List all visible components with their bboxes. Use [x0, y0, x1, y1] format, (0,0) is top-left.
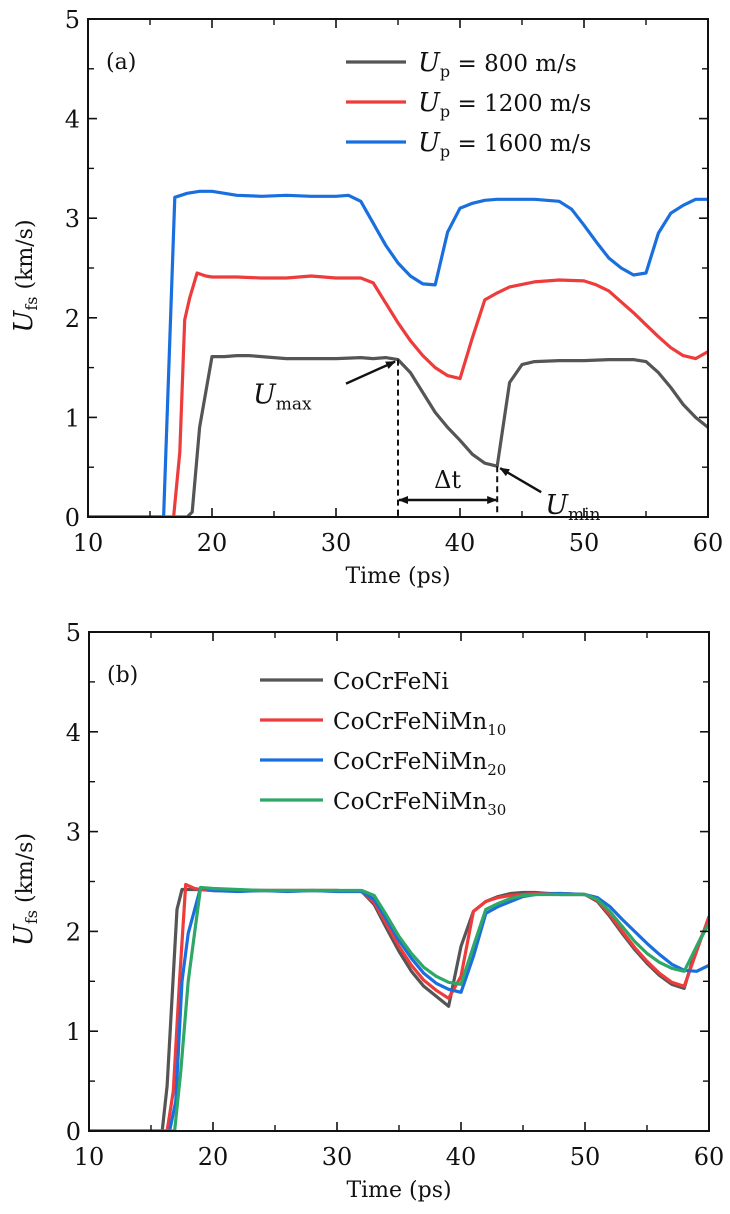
panel-b-x-tick-label: 30	[322, 1143, 353, 1171]
panel-a-delta-t-label: Δt	[434, 466, 461, 494]
panel-a-annotation-min: Umin	[545, 490, 600, 525]
panel-b-y-tick-label: 4	[66, 719, 81, 747]
panel-a-y-tick-label: 2	[65, 305, 80, 333]
panel-b-series-line-3	[89, 885, 709, 1131]
panel-b-label: (b)	[107, 663, 138, 688]
panel-a-x-tick-label: 40	[445, 529, 476, 557]
panel-a-series-line-0	[88, 354, 708, 517]
panel-a-y-axis-title-main: U	[9, 310, 39, 333]
panel-b-y-tick-label: 5	[66, 619, 81, 647]
panel-b-legend-label: CoCrFeNiMn30	[333, 789, 506, 819]
panel-b-y-axis-title-sub: fs	[22, 910, 41, 924]
panel-a-x-tick-label: 30	[321, 529, 352, 557]
panel-b-ticks: 10 20 30 40 50 60 0 1 2 3 4 5	[66, 619, 725, 1171]
panel-a: Umax Umin Δt 10 20 30 40 50 60 0 1 2 3 4 5 (a) Up = 8…	[9, 6, 723, 589]
panel-a-series-line-1	[88, 271, 708, 517]
panel-b-y-tick-label: 0	[66, 1118, 81, 1146]
panel-a-annotation-arrow	[345, 360, 396, 385]
panel-a-y-tick-label: 0	[65, 504, 80, 532]
panel-a-x-tick-label: 10	[73, 529, 104, 557]
panel-a-y-tick-label: 3	[65, 205, 80, 233]
panel-a-ticks: 10 20 30 40 50 60 0 1 2 3 4 5	[65, 6, 724, 557]
panel-b-y-axis-title-unit: (km/s)	[13, 833, 38, 910]
panel-a-y-axis-title-unit: (km/s)	[13, 219, 38, 296]
panel-a-annotation-arrow	[499, 467, 542, 494]
panel-b-x-axis-title: Time (ps)	[346, 1178, 451, 1203]
panel-a-y-tick-label: 4	[65, 106, 80, 134]
panel-a-y-tick-label: 1	[65, 404, 80, 432]
panel-a-x-tick-label: 60	[693, 529, 724, 557]
panel-b-y-axis-title-main: U	[9, 923, 39, 946]
panel-a-y-axis-title-sub: fs	[22, 297, 41, 311]
panel-a-label: (a)	[106, 50, 136, 75]
panel-b-x-tick-label: 50	[570, 1143, 601, 1171]
panel-a-legend-label: Up = 800 m/s	[418, 48, 577, 81]
panel-b: 10 20 30 40 50 60 0 1 2 3 4 5 (b) CoCrFeNi CoCrFeNiM…	[9, 619, 724, 1203]
panel-b-legend: CoCrFeNi CoCrFeNiMn10 CoCrFeNiMn20 CoCrFeNi…	[260, 669, 506, 819]
panel-b-lines	[89, 882, 709, 1131]
panel-a-y-tick-label: 5	[65, 6, 80, 34]
panel-a-x-tick-label: 20	[197, 529, 228, 557]
panel-a-series-line-2	[88, 189, 708, 517]
panel-a-x-tick-label: 50	[569, 529, 600, 557]
panel-b-legend-label: CoCrFeNiMn20	[333, 749, 506, 779]
panel-b-x-tick-label: 20	[198, 1143, 229, 1171]
panel-a-legend-label: Up = 1600 m/s	[418, 128, 591, 161]
panel-b-legend-label: CoCrFeNi	[333, 669, 449, 695]
panel-b-x-tick-label: 60	[694, 1143, 725, 1171]
panel-a-y-axis-title: Ufs (km/s)	[9, 219, 41, 332]
panel-b-series-line-2	[89, 885, 709, 1131]
panel-a-annotation-max: Umax	[253, 380, 312, 415]
panel-b-legend-label: CoCrFeNiMn10	[333, 709, 506, 739]
panel-a-lines	[88, 189, 708, 517]
panel-b-y-tick-label: 2	[66, 918, 81, 946]
panel-a-legend-label: Up = 1200 m/s	[418, 88, 591, 121]
panel-b-y-tick-label: 1	[66, 1018, 81, 1046]
panel-b-x-tick-label: 10	[74, 1143, 105, 1171]
panel-b-series-line-1	[89, 882, 709, 1131]
panel-a-x-axis-title: Time (ps)	[345, 564, 450, 589]
panel-b-y-tick-label: 3	[66, 819, 81, 847]
panel-b-x-tick-label: 40	[446, 1143, 477, 1171]
panel-b-y-axis-title: Ufs (km/s)	[9, 833, 41, 946]
panel-a-annotations: Umax Umin Δt	[253, 359, 601, 525]
panel-a-legend: Up = 800 m/s Up = 1200 m/s Up = 1600 m/s	[346, 48, 591, 161]
